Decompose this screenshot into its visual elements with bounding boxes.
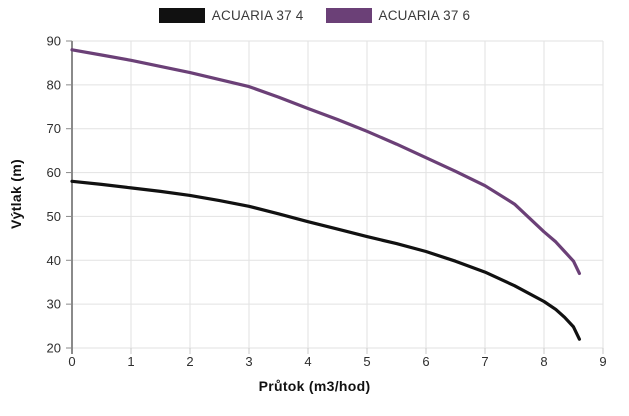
legend-swatch-acuaria-37-6	[325, 8, 372, 23]
x-tick-label-9: 9	[599, 354, 606, 369]
x-tick-label-8: 8	[540, 354, 547, 369]
legend: ACUARIA 37 4 ACUARIA 37 6	[0, 8, 629, 23]
series-line-acuaria-37-6	[70, 48, 581, 275]
series-line-acuaria-37-4	[70, 179, 581, 341]
y-tick-label-90: 90	[47, 34, 61, 49]
x-tick-label-4: 4	[304, 354, 311, 369]
legend-label-acuaria-37-4: ACUARIA 37 4	[211, 8, 304, 23]
legend-label-acuaria-37-6: ACUARIA 37 6	[378, 8, 471, 23]
x-tick-label-2: 2	[186, 354, 193, 369]
y-tick-label-80: 80	[47, 77, 61, 92]
x-tick-label-1: 1	[127, 354, 134, 369]
x-tick-label-6: 6	[422, 354, 429, 369]
y-tick-label-70: 70	[47, 121, 61, 136]
y-tick-label-60: 60	[47, 165, 61, 180]
x-tick-label-0: 0	[68, 354, 75, 369]
x-tick-label-7: 7	[481, 354, 488, 369]
y-tick-label-30: 30	[47, 297, 61, 312]
y-tick-label-40: 40	[47, 253, 61, 268]
x-axis-title: Průtok (m3/hod)	[258, 378, 371, 394]
y-tick-label-50: 50	[47, 209, 61, 224]
legend-item-acuaria-37-4[interactable]: ACUARIA 37 4	[158, 8, 304, 23]
legend-item-acuaria-37-6[interactable]: ACUARIA 37 6	[325, 8, 471, 23]
y-tick-label-20: 20	[47, 341, 61, 356]
x-tick-label-5: 5	[363, 354, 370, 369]
legend-swatch-acuaria-37-4	[158, 8, 205, 23]
x-tick-label-3: 3	[245, 354, 252, 369]
